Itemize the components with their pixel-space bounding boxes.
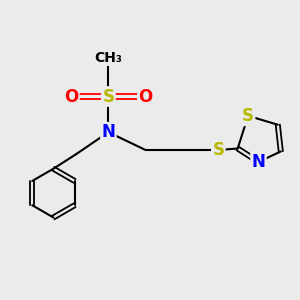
Text: O: O bbox=[138, 88, 153, 106]
Text: N: N bbox=[101, 123, 115, 141]
Text: O: O bbox=[64, 88, 78, 106]
Text: S: S bbox=[212, 141, 224, 159]
Text: CH₃: CH₃ bbox=[94, 51, 122, 65]
Text: S: S bbox=[242, 107, 254, 125]
Text: N: N bbox=[251, 153, 266, 171]
Text: S: S bbox=[102, 88, 114, 106]
